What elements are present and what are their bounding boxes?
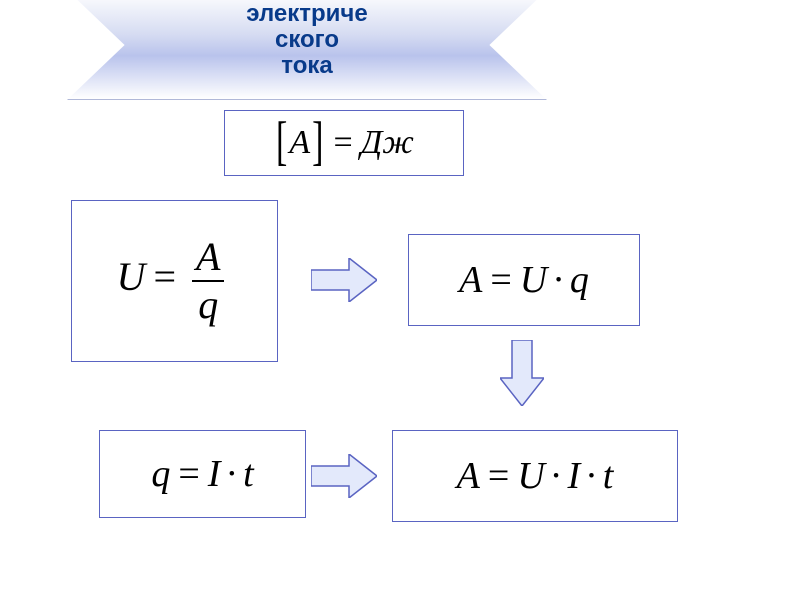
formula-a1: A=U·q (459, 258, 589, 302)
a2-dot2: · (585, 455, 598, 497)
a1-r1: U (520, 259, 547, 301)
a2-eq: = (488, 455, 509, 497)
formula-a2: A=U·I·t (457, 454, 614, 498)
q-dot: · (225, 453, 238, 495)
q-lhs: q (151, 453, 170, 495)
arrow-right-1 (311, 258, 377, 302)
a2-lhs: A (457, 455, 480, 497)
formula-box-a2: A=U·I·t (392, 430, 678, 522)
a1-r2: q (570, 259, 589, 301)
banner-text: Работаэлектрическоготока (67, 0, 547, 100)
formula-box-q: q=I·t (99, 430, 306, 518)
formula-box-u: U= Aq (71, 200, 278, 362)
formula-box-a1: A=U·q (408, 234, 640, 326)
q-eq: = (178, 453, 199, 495)
bracket-left: [ (276, 113, 287, 174)
arrow-right-2 (311, 454, 377, 498)
q-r1: I (208, 453, 221, 495)
a2-r3: t (603, 455, 614, 497)
a1-lhs: A (459, 259, 482, 301)
u-frac: Aq (190, 236, 226, 326)
unit-symbol: A (289, 124, 310, 161)
a2-r2: I (567, 455, 580, 497)
a2-dot1: · (550, 455, 563, 497)
banner-line3: ского (275, 27, 339, 53)
q-r2: t (243, 453, 254, 495)
unit-eq: = (333, 124, 352, 161)
u-num: A (190, 236, 226, 280)
banner-line4: тока (281, 53, 332, 79)
arrow-down (500, 340, 544, 406)
unit-value: Дж (361, 124, 414, 161)
formula-q: q=I·t (151, 452, 253, 496)
u-den: q (192, 280, 224, 326)
bracket-right: ] (312, 113, 323, 174)
u-lhs: U (117, 254, 146, 299)
a1-eq: = (490, 259, 511, 301)
unit-box: [A] =Дж (224, 110, 464, 176)
a1-dot: · (552, 259, 565, 301)
a2-r1: U (517, 455, 544, 497)
unit-formula: [A]=Дж (274, 124, 414, 162)
formula-u: U= Aq (117, 236, 233, 326)
banner-line2: электриче (246, 1, 367, 27)
u-eq: = (153, 254, 176, 299)
title-banner: Работаэлектрическоготока (67, 0, 547, 100)
